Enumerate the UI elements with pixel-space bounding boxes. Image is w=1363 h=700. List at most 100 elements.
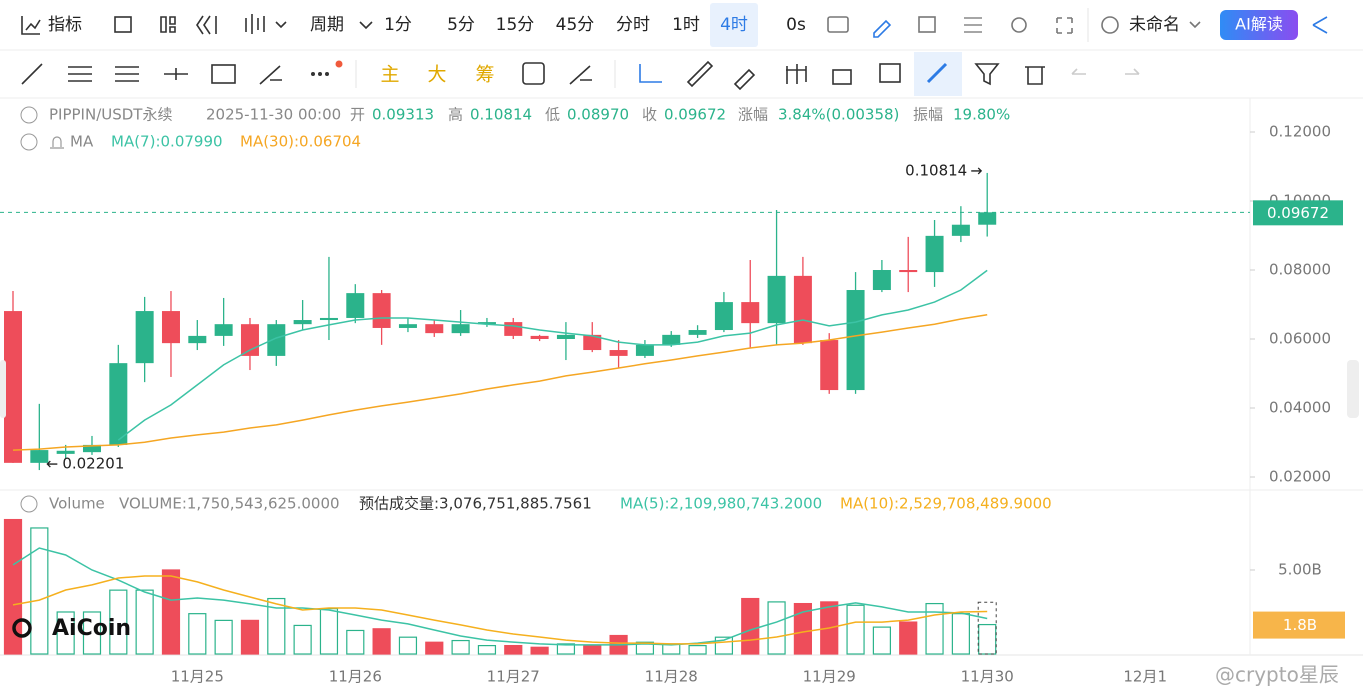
candle-body — [530, 335, 549, 340]
x-tick-label: 12月1 — [1123, 668, 1167, 686]
volume-bar — [978, 623, 997, 655]
fib-tool[interactable] — [115, 66, 139, 82]
rect-tool[interactable] — [211, 64, 236, 84]
ai-button-bg[interactable] — [1220, 10, 1298, 40]
interval-button[interactable]: 45分 — [556, 15, 595, 35]
note-tool[interactable] — [879, 63, 901, 83]
label: 涨幅 — [738, 106, 768, 124]
vol-ma-legend: MA(10):2,529,708,489.9000 — [840, 495, 1052, 513]
volume-bar — [583, 644, 602, 655]
plot — [3, 172, 997, 655]
interval-button-active[interactable]: 4时 — [720, 15, 748, 35]
brand: AiCoin — [52, 616, 131, 641]
candle-body — [477, 322, 496, 325]
measure-tool[interactable] — [569, 65, 592, 85]
volume-bar — [267, 597, 286, 655]
collapse-icon[interactable] — [20, 106, 38, 124]
ma-legend: MA(30):0.06704 — [240, 133, 361, 151]
compare-tool[interactable] — [522, 62, 545, 85]
volume-bar — [30, 527, 49, 655]
ma-line — [12, 313, 988, 451]
draw-icon[interactable] — [873, 19, 892, 38]
fullscreen-icon[interactable] — [1056, 17, 1073, 34]
side-handle[interactable] — [0, 360, 6, 418]
line-tool[interactable] — [21, 63, 43, 85]
channel-tool[interactable] — [68, 66, 92, 82]
candle-body — [951, 224, 970, 236]
candle-body — [767, 275, 786, 324]
cloud-icon[interactable] — [1101, 16, 1119, 34]
ruler-tool[interactable] — [686, 60, 714, 88]
camera-icon[interactable] — [827, 16, 849, 33]
replay-icon[interactable] — [196, 15, 217, 35]
volume-bar — [504, 644, 523, 655]
interval-button[interactable]: 1时 — [672, 15, 700, 35]
value: 0.08970 — [567, 106, 629, 124]
collapse-icon[interactable] — [20, 495, 38, 513]
volume-current: VOLUME:1,750,543,625.0000 — [119, 495, 340, 513]
volume-bar — [161, 569, 181, 655]
crosshair-tool[interactable] — [639, 64, 662, 83]
label: 振幅 — [913, 106, 943, 124]
chart-icon[interactable] — [21, 16, 41, 35]
interval-button[interactable]: 分时 — [616, 15, 650, 35]
candle-body — [583, 334, 602, 351]
list-icon[interactable] — [964, 17, 982, 33]
logo — [12, 618, 32, 638]
volume-bar — [688, 644, 707, 655]
delete-tool[interactable] — [1025, 66, 1045, 85]
author-watermark: @crypto星辰 — [1215, 663, 1339, 687]
period-dropdown[interactable]: 周期 — [310, 15, 344, 35]
candle-body — [319, 317, 338, 321]
chips-chip[interactable]: 筹 — [475, 64, 494, 86]
candle-body — [398, 324, 417, 328]
candle-body — [188, 335, 207, 344]
more-dot[interactable] — [311, 72, 315, 76]
template-icon[interactable] — [114, 16, 132, 33]
magnet-tool[interactable] — [926, 62, 948, 84]
candle-body — [30, 450, 49, 463]
redo[interactable] — [1125, 68, 1140, 75]
watermark: AiCoin @crypto星辰 — [12, 616, 1339, 687]
eraser-tool[interactable] — [733, 68, 756, 91]
alert-icon[interactable] — [50, 136, 64, 149]
candle-body — [899, 270, 918, 273]
layout-name[interactable]: 未命名 — [1129, 15, 1180, 35]
main-chip[interactable]: 主 — [380, 64, 399, 86]
value: 3.84%(0.00358) — [778, 106, 899, 124]
indicator-button[interactable]: 指标 — [48, 15, 82, 35]
candle-tool[interactable] — [786, 64, 807, 84]
countdown[interactable]: 0s — [786, 15, 806, 35]
interval-button[interactable]: 15分 — [496, 15, 535, 35]
filter-tool[interactable] — [974, 63, 1000, 86]
y-tick-label: 5.00B — [1278, 560, 1322, 578]
ma-label: MA — [70, 133, 94, 151]
volume-bar — [530, 646, 549, 655]
value: 0.10814 — [470, 106, 532, 124]
x-tick-label: 11月28 — [645, 668, 698, 686]
undo[interactable] — [1071, 68, 1086, 75]
candle-body — [609, 350, 628, 356]
measure-tool[interactable] — [259, 65, 282, 85]
interval-button[interactable]: 1分 — [384, 15, 412, 35]
ai-button[interactable]: AI解读 — [1235, 15, 1283, 34]
y-tick-label: 0.06000 — [1269, 330, 1331, 348]
side-handle[interactable] — [1347, 360, 1359, 418]
max-arrow — [971, 167, 983, 175]
candle-body — [741, 302, 760, 324]
lock-tool[interactable] — [832, 69, 852, 85]
layout-icon[interactable] — [160, 16, 176, 33]
y-tick-label: 0.08000 — [1269, 261, 1331, 279]
share-icon[interactable] — [1312, 16, 1328, 34]
collapse-icon[interactable] — [20, 133, 38, 151]
note-icon[interactable] — [918, 16, 936, 33]
hline-tool[interactable] — [164, 68, 188, 80]
interval-button[interactable]: 5分 — [447, 15, 475, 35]
chart-type-icon[interactable] — [245, 14, 287, 34]
settings-icon[interactable] — [1011, 17, 1027, 33]
max-label: 0.10814 — [905, 161, 967, 179]
big-chip[interactable]: 大 — [427, 64, 446, 86]
badge — [335, 60, 343, 68]
candle-body — [135, 311, 154, 364]
volume-bar — [635, 641, 655, 655]
